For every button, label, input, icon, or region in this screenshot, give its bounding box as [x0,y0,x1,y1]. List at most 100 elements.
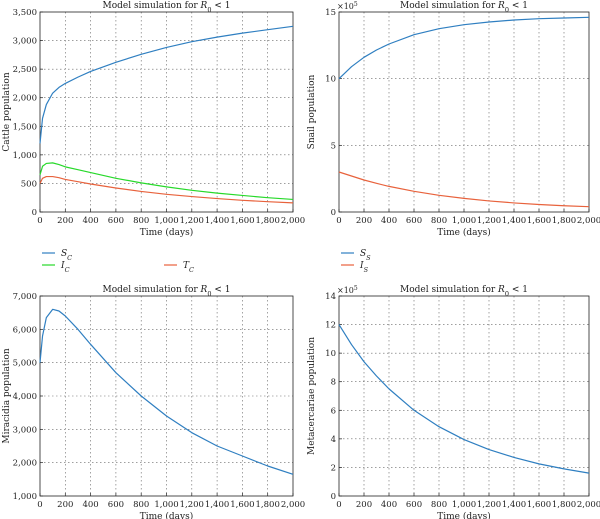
plot-frame [338,295,590,497]
y-tick-label: 1,500 [13,122,37,132]
legend-label: SS [360,249,371,262]
x-tick-label: 200 [356,500,372,510]
y-tick-label: 4,000 [13,392,37,402]
series-line-s-s [338,16,590,80]
x-tick-label: 200 [57,216,73,226]
y-tick-label: 0 [331,208,336,218]
x-tick-label: 2,000 [577,500,600,510]
x-tick-label: 800 [133,500,149,510]
x-tick-label: 1,800 [552,216,576,226]
title-symbol: R [200,1,208,11]
x-tick-label: 400 [82,216,98,226]
x-tick-label: 1,000 [452,216,476,226]
x-axis-label: Time (days) [437,511,490,519]
y-tick-label: 8 [331,378,336,388]
x-tick-label: 1,400 [205,500,229,510]
y-tick-label: 2,000 [13,94,37,104]
legend-label-sub: S [364,266,369,274]
chart-panel-1: 0 200 400 600 800 1,000 1,200 1,400 1,600 1,800 2,… [2,1,305,274]
series-line-main [39,308,294,475]
x-tick-label: 200 [356,216,372,226]
title-text: < 1 [211,285,230,295]
y-tick-label: 2,500 [13,65,37,75]
legend-label-main: S [360,249,366,259]
chart-title: Model simulation for R0 < 1 [400,1,528,14]
chart-panel-3: 0 200 400 600 800 1,000 1,200 1,400 1,600 1,800 2,… [2,285,305,519]
y-tick-label: 1,000 [13,151,37,161]
x-tick-label: 1,600 [230,216,254,226]
legend-label-main: S [61,249,67,259]
y-tick-label: 2,000 [13,459,37,469]
legend-label: IC [60,261,70,274]
x-tick-label: 400 [381,500,397,510]
y-axis-multiplier: ×105 [337,1,358,12]
y-tick-label: 6,000 [13,325,37,335]
y-axis-label: Cattle population [2,72,12,151]
title-text: Model simulation for [400,1,498,11]
title-subscript: 0 [505,6,509,14]
x-tick-label: 0 [37,216,42,226]
x-tick-label: 2,000 [577,216,600,226]
title-text: < 1 [211,1,230,11]
title-text: Model simulation for [103,285,201,295]
chart-title: Model simulation for R0 < 1 [400,285,528,298]
title-text: Model simulation for [400,285,498,295]
legend-label: TC [183,261,194,274]
y-tick-label: 15 [325,8,336,18]
x-tick-label: 200 [57,500,73,510]
title-symbol: R [497,285,505,295]
y-tick-label: 3,500 [13,8,37,18]
x-tick-label: 600 [108,216,124,226]
y-tick-label: 14 [325,292,336,302]
multiplier-exponent: 5 [354,285,358,292]
plot-frame [39,295,294,497]
chart-panel-2: 0 200 400 600 800 1,000 1,200 1,400 1,600 1,800 2,… [307,1,600,275]
y-axis-label: Metacercariae population [307,337,317,455]
x-tick-label: 1,800 [552,500,576,510]
chart-title: Model simulation for R0 < 1 [103,1,231,14]
y-tick-label: 0 [331,492,336,502]
x-tick-label: 1,600 [527,216,551,226]
legend-label-sub: C [189,266,194,274]
x-tick-label: 1,400 [502,216,526,226]
chart-panel-4: 0 200 400 600 800 1,000 1,200 1,400 1,600 1,800 2,… [307,285,600,519]
series-line-main [338,324,590,474]
x-tick-label: 0 [336,216,341,226]
series-line-i-c [39,162,294,201]
y-tick-label: 1,000 [13,492,37,502]
legend-label-sub: S [366,254,371,262]
x-tick-label: 1,600 [230,500,254,510]
legend-label-main: I [60,261,65,271]
series-line-t-c [39,175,294,204]
title-subscript: 0 [505,290,509,298]
x-tick-label: 2,000 [281,216,305,226]
series-line-s-c [39,25,294,144]
y-tick-label: 10 [325,75,336,85]
y-axis-multiplier: ×105 [337,285,358,296]
title-subscript: 0 [207,290,211,298]
plot-frame [338,11,590,213]
multiplier-base: ×10 [337,2,354,11]
y-tick-label: 12 [325,321,336,331]
x-tick-label: 2,000 [281,500,305,510]
y-tick-label: 3,000 [13,37,37,47]
title-symbol: R [497,1,505,11]
plot-frame [39,11,294,213]
legend-label-sub: C [65,266,70,274]
title-text: < 1 [509,1,528,11]
x-tick-label: 800 [431,500,447,510]
y-tick-label: 7,000 [13,292,37,302]
x-tick-label: 1,400 [502,500,526,510]
x-tick-label: 0 [336,500,341,510]
y-tick-label: 5 [331,141,336,151]
legend-label: IS [359,261,369,274]
x-tick-label: 600 [108,500,124,510]
y-tick-label: 4 [331,435,336,445]
legend-label: SC [61,249,72,262]
x-tick-label: 1,200 [180,216,204,226]
title-text: Model simulation for [103,1,201,11]
y-tick-label: 3,000 [13,425,37,435]
